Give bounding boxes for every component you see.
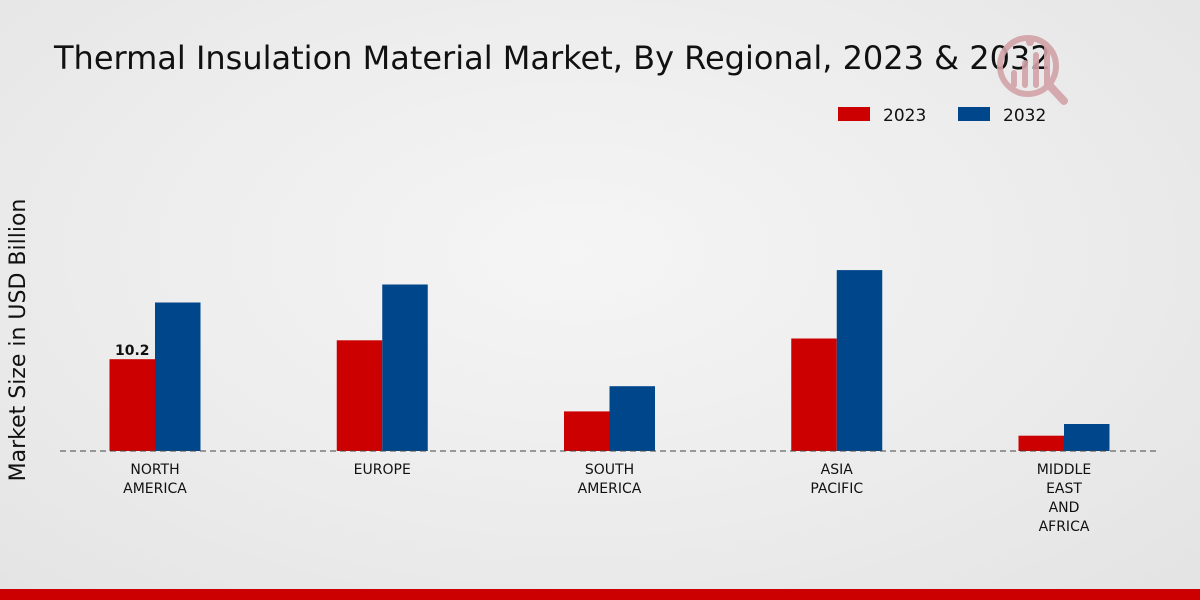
legend-swatch-2032 [958, 107, 990, 121]
data-labels: 10.2 [115, 343, 150, 359]
bar-middle-east-and-africa-2023 [1018, 435, 1064, 451]
data-label-north-america-2023: 10.2 [115, 343, 150, 359]
bar-north-america-2023 [109, 359, 155, 451]
bar-europe-2032 [382, 284, 428, 451]
x-tick-label-middle-east-and-africa: MIDDLE EAST AND AFRICA [1037, 462, 1091, 535]
legend-label-2023: 2023 [883, 106, 926, 126]
x-tick-label-europe: EUROPE [354, 462, 411, 478]
x-tick-label-asia-pacific: ASIA PACIFIC [810, 462, 863, 497]
legend-swatch-2023 [838, 107, 870, 121]
bottom-accent-bar [0, 589, 1200, 600]
chart-legend: 2023 2032 [838, 106, 1046, 126]
bar-middle-east-and-africa-2032 [1064, 424, 1110, 451]
bar-north-america-2032 [155, 302, 201, 451]
bar-south-america-2032 [609, 386, 655, 451]
bar-asia-pacific-2032 [836, 270, 883, 451]
y-axis-label: Market Size in USD Billion [6, 199, 31, 482]
bar-south-america-2023 [564, 411, 610, 451]
bar-asia-pacific-2023 [791, 338, 837, 451]
bar-europe-2023 [336, 340, 383, 451]
x-tick-label-north-america: NORTH AMERICA [123, 462, 187, 497]
legend-label-2032: 2032 [1003, 106, 1046, 126]
bars-group [109, 270, 1110, 451]
chart-title: Thermal Insulation Material Market, By R… [53, 39, 1051, 77]
market-research-logo-icon [997, 35, 1068, 105]
x-tick-labels: NORTH AMERICA EUROPE SOUTH AMERICA ASIA PACIFI… [123, 462, 1091, 535]
x-tick-label-south-america: SOUTH AMERICA [578, 462, 642, 497]
